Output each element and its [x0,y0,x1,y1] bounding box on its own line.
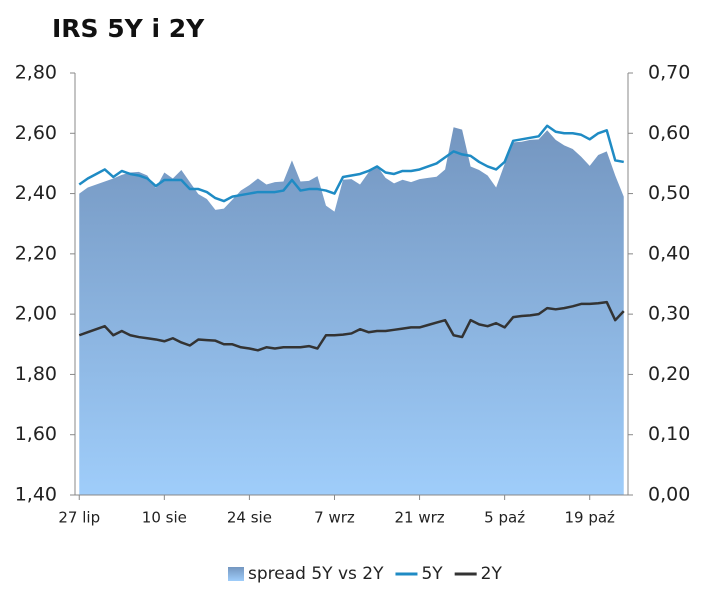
y-tick-label: 1,60 [15,423,57,445]
legend-label: 2Y [481,564,503,584]
x-tick-label: 27 lip [58,509,100,527]
y2-tick-label: 0,20 [648,363,690,385]
x-tick-label: 19 paź [564,509,615,527]
y2-tick-label: 0,10 [648,423,690,445]
legend-swatch [228,567,244,581]
area [79,127,624,495]
legend-label: spread 5Y vs 2Y [248,564,384,584]
y-tick-label: 2,20 [15,242,57,264]
y-tick-label: 1,40 [15,484,57,506]
y-tick-label: 2,60 [15,122,57,144]
x-tick-label: 21 wrz [394,509,444,527]
chart-title: IRS 5Y i 2Y [52,14,205,43]
line [78,300,625,352]
line [78,124,624,203]
y2-tick-label: 0,00 [648,484,690,506]
x-tick-label: 24 sie [227,509,272,527]
y2-tick-label: 0,60 [648,122,690,144]
y2-tick-label: 0,70 [648,62,690,84]
y-tick-label: 2,00 [15,303,57,325]
x-tick-label: 7 wrz [314,509,355,527]
y2-tick-label: 0,40 [648,242,690,264]
y2-tick-label: 0,50 [648,182,690,204]
x-tick-label: 5 paź [484,509,525,527]
y-tick-label: 2,80 [15,62,57,84]
legend-label: 5Y [421,564,443,584]
x-tick-label: 10 sie [142,509,187,527]
y2-tick-label: 0,30 [648,303,690,325]
y-tick-label: 2,40 [15,182,57,204]
y-tick-label: 1,80 [15,363,57,385]
